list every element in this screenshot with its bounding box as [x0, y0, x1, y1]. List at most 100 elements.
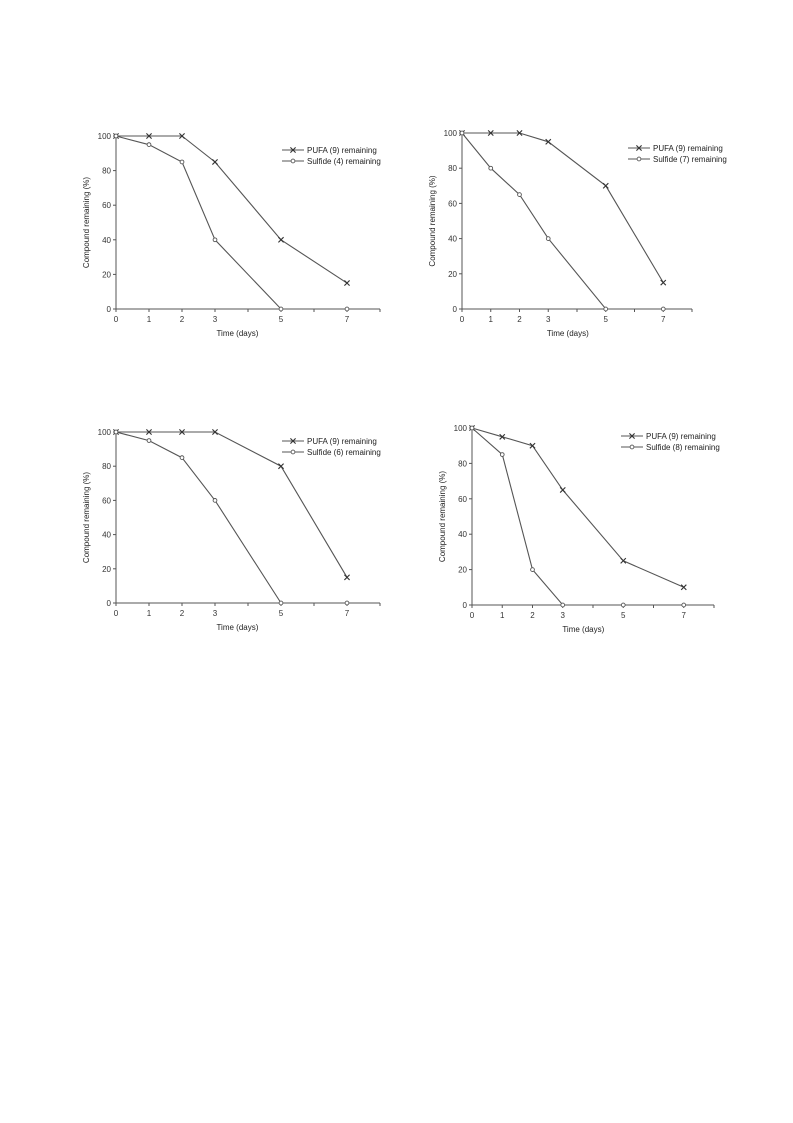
- series-line: [471, 427, 685, 588]
- data-point: [620, 602, 626, 608]
- data-point: [146, 133, 152, 139]
- series-1: [459, 130, 667, 286]
- data-point: [179, 133, 185, 139]
- data-point: [681, 602, 687, 608]
- legend-entry: Sulfide (7) remaining: [653, 155, 727, 164]
- y-tick-label: 20: [102, 565, 111, 574]
- x-tick-label: 5: [279, 315, 284, 324]
- y-tick-label: 0: [453, 305, 458, 314]
- data-point: [529, 442, 536, 449]
- data-point: [212, 237, 218, 243]
- data-point: [113, 133, 119, 139]
- y-tick-label: 80: [102, 462, 111, 471]
- y-axis-title: Compound remaining (%): [82, 472, 91, 563]
- legend-marker: [290, 438, 296, 444]
- y-tick-label: 20: [102, 270, 111, 279]
- series-line: [471, 427, 684, 606]
- series-2: [113, 133, 350, 312]
- data-point: [179, 159, 185, 165]
- x-tick-label: 0: [114, 315, 119, 324]
- legend-marker: [290, 449, 296, 455]
- data-point: [680, 584, 687, 591]
- x-tick-label: 1: [147, 315, 152, 324]
- data-point: [179, 455, 185, 460]
- chart-panel-2: 0 20 40 60 80 100 0 1 2 3 5 7 Time (days) Compound re…: [416, 118, 746, 348]
- data-point: [146, 429, 152, 435]
- data-point: [499, 433, 506, 440]
- x-tick-label: 3: [213, 609, 218, 618]
- data-point: [212, 498, 218, 503]
- data-point: [660, 279, 667, 286]
- y-tick-label: 60: [102, 201, 111, 210]
- data-point: [469, 425, 475, 431]
- y-tick-label: 40: [448, 235, 457, 244]
- data-point: [620, 557, 627, 564]
- y-tick-label: 80: [448, 164, 457, 173]
- legend-entry: Sulfide (8) remaining: [646, 443, 720, 452]
- legend-marker: [629, 433, 635, 439]
- x-axis-title: Time (days): [216, 329, 258, 338]
- series-line: [461, 132, 664, 310]
- x-tick-label: 7: [345, 609, 350, 618]
- data-point: [344, 280, 350, 287]
- x-tick-label: 1: [147, 609, 152, 618]
- data-point: [487, 130, 494, 136]
- series-line: [462, 132, 664, 283]
- x-tick-label: 2: [517, 315, 522, 324]
- data-point: [344, 574, 350, 581]
- data-point: [560, 602, 566, 608]
- x-tick-label: 3: [546, 315, 551, 324]
- legend: PUFA (9) remaining Sulfide (8) remaining: [621, 432, 720, 452]
- y-tick-label: 40: [102, 236, 111, 245]
- legend-entry: Sulfide (4) remaining: [307, 157, 381, 166]
- chart-4-svg: 0 20 40 60 80 100 0 1 2 3 5 7 Time (days) Compound re…: [438, 424, 720, 634]
- series-1: [113, 133, 350, 287]
- chart-panel-1: 0 20 40 60 80 100 0 1 2 3 5 7 Time (days) Compound re…: [70, 120, 400, 350]
- data-point: [179, 429, 185, 435]
- y-tick-label: 20: [458, 566, 467, 575]
- legend-marker: [636, 145, 642, 151]
- data-point: [530, 567, 535, 572]
- y-tick-label: 100: [98, 132, 112, 141]
- data-point: [278, 463, 284, 470]
- data-point: [545, 236, 551, 241]
- data-point: [344, 306, 350, 312]
- y-tick-label: 100: [98, 428, 112, 437]
- y-tick-label: 40: [102, 531, 111, 540]
- data-point: [559, 486, 566, 493]
- series-line: [115, 431, 347, 604]
- x-tick-label: 0: [114, 609, 119, 618]
- x-tick-label: 7: [661, 315, 666, 324]
- legend-entry: PUFA (9) remaining: [653, 144, 723, 153]
- legend-marker: [290, 158, 296, 164]
- x-tick-label: 7: [345, 315, 350, 324]
- legend-entry: Sulfide (6) remaining: [307, 448, 381, 457]
- legend-entry: PUFA (9) remaining: [307, 437, 377, 446]
- y-tick-label: 20: [448, 270, 457, 279]
- y-tick-label: 60: [102, 496, 111, 505]
- y-tick-label: 80: [102, 167, 111, 176]
- data-point: [545, 138, 552, 145]
- legend-entry: PUFA (9) remaining: [307, 146, 377, 155]
- y-tick-label: 100: [444, 129, 458, 138]
- x-axis-title: Time (days): [562, 625, 604, 634]
- y-tick-label: 100: [454, 424, 468, 433]
- x-tick-label: 0: [460, 315, 465, 324]
- legend-marker: [636, 156, 642, 162]
- data-point: [146, 142, 152, 147]
- legend: PUFA (9) remaining Sulfide (7) remaining: [628, 144, 727, 164]
- y-tick-label: 60: [458, 495, 467, 504]
- legend-marker: [290, 147, 296, 153]
- x-tick-label: 0: [470, 611, 475, 620]
- series-line: [116, 135, 348, 284]
- legend: PUFA (9) remaining Sulfide (6) remaining: [282, 437, 381, 457]
- data-point: [146, 438, 152, 443]
- data-point: [488, 165, 494, 171]
- y-tick-label: 80: [458, 459, 467, 468]
- x-tick-label: 2: [530, 611, 535, 620]
- x-tick-label: 7: [682, 611, 687, 620]
- data-point: [499, 452, 505, 457]
- series-2: [459, 130, 666, 312]
- series-1: [469, 425, 687, 591]
- data-point: [278, 306, 284, 312]
